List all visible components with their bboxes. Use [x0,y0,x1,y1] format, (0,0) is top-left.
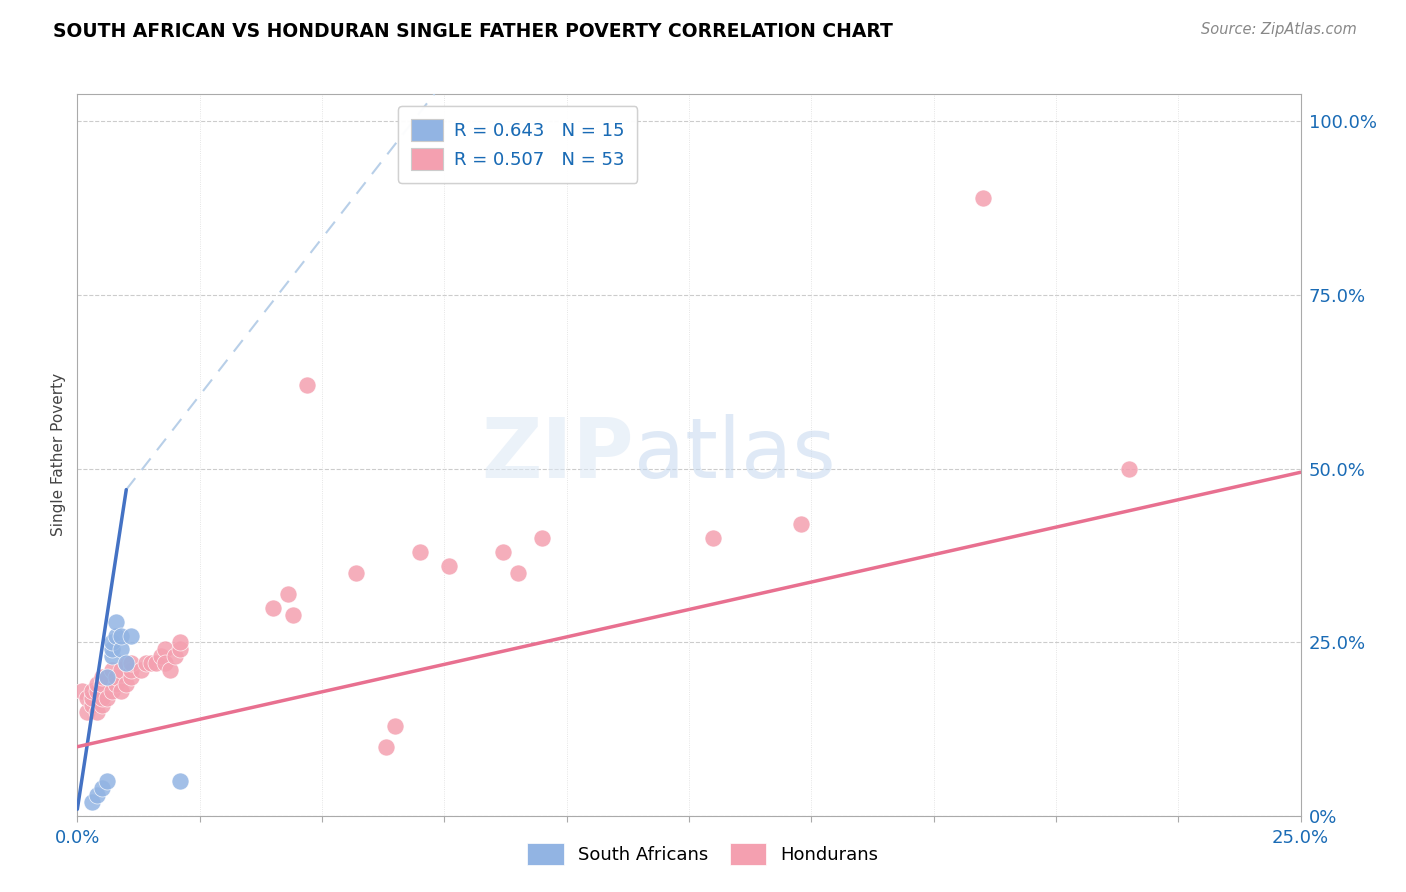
Text: Source: ZipAtlas.com: Source: ZipAtlas.com [1201,22,1357,37]
Point [110,642,132,657]
Point [110,663,132,677]
Point [86,684,108,698]
Y-axis label: Single Father Poverty: Single Father Poverty [51,374,66,536]
Point [115,677,138,691]
Point [145,657,167,671]
Point [90,781,112,796]
Point [169,635,191,649]
Point [115,657,138,671]
Point [437,559,460,574]
Text: ZIP: ZIP [481,415,634,495]
Point [100,684,122,698]
Point [105,677,128,691]
Text: atlas: atlas [634,415,835,495]
Point [120,670,142,684]
Point [155,642,177,657]
Point [972,191,994,205]
Point [159,663,181,677]
Point [129,663,152,677]
Point [90,670,112,684]
Point [374,739,396,754]
Point [100,663,122,677]
Point [169,774,191,789]
Point [531,531,554,545]
Point [90,677,112,691]
Legend: South Africans, Hondurans: South Africans, Hondurans [520,836,886,872]
Point [110,684,132,698]
Point [80,691,103,706]
Point [702,531,724,545]
Point [86,705,108,719]
Point [96,670,118,684]
Point [262,600,284,615]
Point [105,615,128,629]
Point [169,642,191,657]
Point [96,691,118,706]
Point [86,789,108,803]
Point [409,545,432,559]
Point [70,684,93,698]
Point [492,545,515,559]
Point [155,657,177,671]
Point [90,691,112,706]
Point [80,698,103,712]
Point [297,378,319,392]
Point [76,705,98,719]
Point [149,649,172,664]
Point [105,670,128,684]
Point [344,566,367,580]
Point [80,795,103,809]
Point [165,649,187,664]
Point [90,698,112,712]
Point [790,517,813,532]
Point [105,628,128,642]
Point [281,607,304,622]
Point [384,719,406,733]
Point [506,566,529,580]
Point [120,628,142,642]
Point [100,649,122,664]
Point [100,635,122,649]
Point [115,657,138,671]
Point [96,670,118,684]
Text: SOUTH AFRICAN VS HONDURAN SINGLE FATHER POVERTY CORRELATION CHART: SOUTH AFRICAN VS HONDURAN SINGLE FATHER … [53,22,893,41]
Point [76,691,98,706]
Point [86,677,108,691]
Point [110,628,132,642]
Point [120,657,142,671]
Point [135,657,157,671]
Point [80,684,103,698]
Point [100,642,122,657]
Point [139,657,162,671]
Point [96,774,118,789]
Legend: R = 0.643   N = 15, R = 0.507   N = 53: R = 0.643 N = 15, R = 0.507 N = 53 [398,106,637,183]
Point [1118,462,1140,476]
Point [120,663,142,677]
Point [277,587,299,601]
